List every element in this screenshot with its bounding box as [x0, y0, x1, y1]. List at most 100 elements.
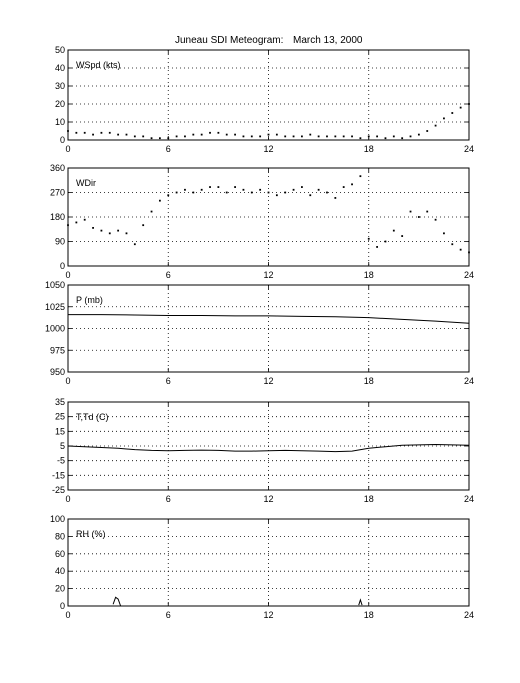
series-line — [358, 598, 363, 606]
data-point — [384, 137, 387, 140]
data-point — [426, 130, 429, 132]
data-point — [234, 186, 236, 188]
figure-date: March 13, 2000 — [293, 35, 363, 46]
panel-3: 0 6 12 18 24 950 975 1000 1025 1050 P (mb) — [45, 280, 474, 386]
y-tick-label: 15 — [55, 426, 65, 436]
x-tick-label: 12 — [263, 376, 273, 386]
data-point — [459, 106, 462, 109]
data-point — [443, 232, 445, 235]
y-tick-label: 40 — [55, 63, 65, 73]
data-point — [158, 199, 161, 202]
data-point — [117, 133, 120, 136]
y-tick-label: -5 — [57, 456, 65, 466]
data-point — [117, 229, 120, 232]
data-point — [401, 235, 404, 237]
x-tick-label: 0 — [65, 610, 70, 620]
y-tick-label: 80 — [55, 531, 65, 541]
x-tick-label: 24 — [464, 376, 474, 386]
y-tick-label: 270 — [50, 188, 65, 198]
panel-2: 0 6 12 18 24 0 90 180 270 360 WDir — [50, 163, 474, 280]
panel-label: WDir — [76, 178, 96, 188]
data-point — [334, 135, 337, 138]
data-point — [309, 194, 312, 197]
data-point — [309, 133, 312, 136]
data-point — [259, 135, 262, 138]
x-tick-label: 12 — [263, 610, 273, 620]
x-tick-label: 0 — [65, 376, 70, 386]
x-tick-label: 6 — [166, 144, 171, 154]
data-point — [184, 135, 186, 138]
y-tick-label: 90 — [55, 237, 65, 247]
x-tick-label: 24 — [464, 144, 474, 154]
x-tick-label: 24 — [464, 270, 474, 280]
y-tick-label: 60 — [55, 549, 65, 559]
data-point — [292, 135, 295, 138]
y-tick-label: 1025 — [45, 302, 65, 312]
y-tick-label: 20 — [55, 99, 65, 109]
x-tick-label: 0 — [65, 144, 70, 154]
data-point — [326, 191, 328, 194]
data-point — [175, 191, 178, 194]
x-tick-label: 6 — [166, 494, 171, 504]
data-point — [225, 133, 228, 136]
y-tick-label: 180 — [50, 212, 65, 222]
data-point — [451, 112, 454, 114]
data-point — [217, 186, 220, 188]
y-tick-label: 20 — [55, 584, 65, 594]
data-point — [351, 135, 353, 138]
data-point — [175, 135, 178, 138]
panel-5: 0 6 12 18 24 0 20 40 60 80 100 RH (%) — [50, 514, 474, 620]
data-point — [209, 186, 211, 188]
data-point — [284, 135, 287, 138]
data-point — [417, 216, 420, 218]
panel-label: P (mb) — [76, 295, 103, 305]
x-tick-label: 6 — [166, 610, 171, 620]
data-point — [359, 137, 362, 140]
y-tick-label: 950 — [50, 367, 65, 377]
data-point — [267, 133, 270, 136]
panel-label: RH (%) — [76, 529, 106, 539]
x-tick-label: 12 — [263, 270, 273, 280]
data-point — [451, 243, 454, 246]
y-tick-label: 100 — [50, 514, 65, 524]
y-tick-label: 30 — [55, 81, 65, 91]
data-point — [359, 175, 362, 178]
x-tick-label: 12 — [263, 144, 273, 154]
data-point — [100, 131, 103, 134]
y-tick-label: 1000 — [45, 324, 65, 334]
data-point — [326, 135, 328, 138]
data-point — [417, 133, 420, 136]
data-point — [75, 221, 78, 224]
data-point — [301, 135, 303, 138]
data-point — [351, 183, 353, 186]
panel-frame — [67, 49, 470, 141]
data-point — [150, 210, 153, 213]
data-point — [242, 135, 245, 138]
series-line — [112, 596, 122, 607]
data-point — [259, 188, 262, 191]
data-point — [209, 131, 211, 134]
data-point — [376, 135, 379, 138]
x-tick-label: 0 — [65, 494, 70, 504]
data-point — [409, 135, 412, 138]
y-tick-label: 5 — [60, 441, 65, 451]
data-point — [92, 133, 94, 136]
data-point — [275, 133, 278, 136]
y-tick-label: 975 — [50, 345, 65, 355]
data-point — [367, 135, 370, 138]
x-tick-label: 6 — [166, 376, 171, 386]
data-point — [392, 135, 395, 138]
y-tick-label: 360 — [50, 163, 65, 173]
data-point — [108, 232, 111, 235]
data-point — [443, 117, 445, 120]
data-point — [200, 133, 203, 136]
data-point — [434, 218, 437, 221]
data-point — [301, 186, 303, 188]
data-point — [92, 226, 94, 229]
x-tick-label: 18 — [364, 494, 374, 504]
panel-1: 0 6 12 18 24 0 10 20 30 40 50 WSpd (kts) — [55, 45, 474, 154]
data-point — [426, 210, 429, 213]
data-point — [192, 133, 195, 136]
